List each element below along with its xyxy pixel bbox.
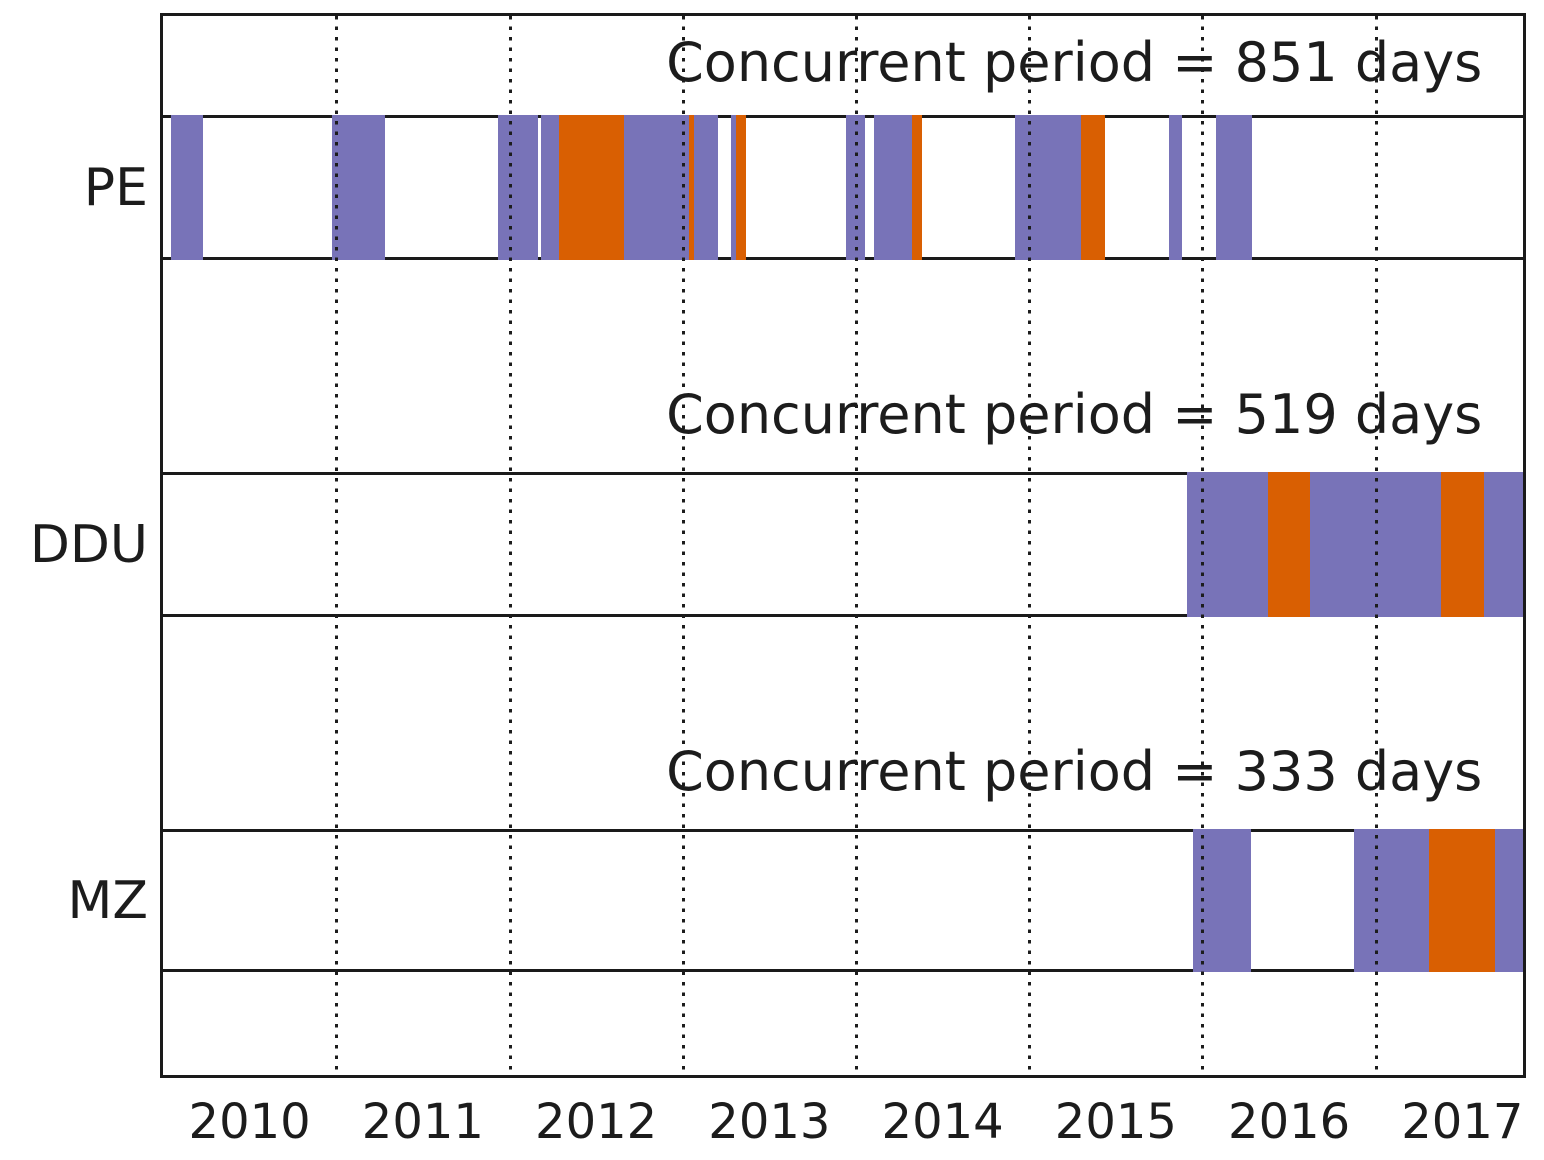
pe-purple-segment (624, 115, 689, 260)
pe-purple-segment (1015, 115, 1082, 260)
gridline-2017 (1374, 16, 1378, 1075)
gridline-2014 (854, 16, 858, 1075)
annotation-pe: Concurrent period = 851 days (666, 31, 1483, 94)
pe-band-bottom-line (163, 257, 1523, 260)
ddu-band-top-line (163, 472, 1523, 475)
pe-purple-segment (730, 115, 736, 260)
gridline-2013 (681, 16, 685, 1075)
ddu-orange-segment (1268, 472, 1311, 617)
pe-purple-segment (873, 115, 912, 260)
pe-orange-segment (1081, 115, 1105, 260)
pe-purple-segment (497, 115, 539, 260)
plot-area: Concurrent period = 851 days Concurrent … (160, 13, 1526, 1078)
ddu-purple-segment (1186, 472, 1269, 617)
x-tick-label-2010: 2010 (188, 1094, 311, 1150)
pe-purple-segment (170, 115, 203, 260)
x-tick-label-2017: 2017 (1401, 1094, 1524, 1150)
pe-purple-segment (1216, 115, 1253, 260)
pe-purple-segment (541, 115, 560, 260)
mz-band-bottom-line (163, 969, 1523, 972)
row-label-pe: PE (83, 158, 148, 218)
annotation-ddu: Concurrent period = 519 days (666, 383, 1483, 446)
mz-purple-segment (1353, 829, 1430, 972)
mz-orange-segment (1429, 829, 1496, 972)
x-tick-label-2011: 2011 (361, 1094, 484, 1150)
pe-band-top-line (163, 115, 1523, 118)
x-tick-label-2013: 2013 (708, 1094, 831, 1150)
row-label-ddu: DDU (29, 515, 148, 575)
annotation-mz: Concurrent period = 333 days (666, 740, 1483, 803)
gridline-2016 (1201, 16, 1205, 1075)
x-tick-label-2015: 2015 (1054, 1094, 1177, 1150)
x-axis: 2010 2011 2012 2013 2014 2015 2016 2017 (163, 1094, 1524, 1156)
pe-orange-segment (559, 115, 624, 260)
pe-purple-segment (332, 115, 386, 260)
mz-band-top-line (163, 829, 1523, 832)
ddu-band-bottom-line (163, 614, 1523, 617)
pe-purple-segment (1168, 115, 1182, 260)
gridline-2015 (1028, 16, 1032, 1075)
gridline-2012 (508, 16, 512, 1075)
pe-orange-segment (735, 115, 747, 260)
ddu-orange-segment (1440, 472, 1485, 617)
x-tick-label-2012: 2012 (535, 1094, 658, 1150)
gridline-2011 (335, 16, 339, 1075)
ddu-purple-segment (1484, 472, 1523, 617)
x-tick-label-2016: 2016 (1228, 1094, 1351, 1150)
pe-purple-segment (693, 115, 718, 260)
pe-orange-segment (688, 115, 694, 260)
row-label-mz: MZ (67, 871, 149, 931)
x-tick-label-2014: 2014 (881, 1094, 1004, 1150)
pe-orange-segment (911, 115, 922, 260)
mz-purple-segment (1495, 829, 1523, 972)
